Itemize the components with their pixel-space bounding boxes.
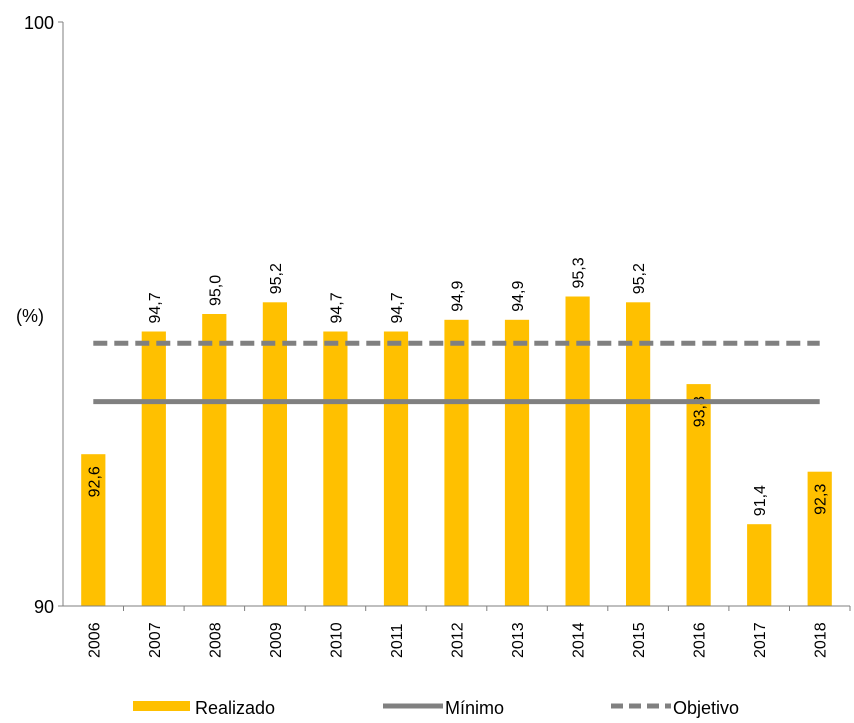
legend-label-minimo: Mínimo <box>445 698 504 718</box>
x-tick-label-2007: 2007 <box>147 622 164 658</box>
bar-value-label-2008: 95,0 <box>207 275 224 306</box>
x-tick-label-2015: 2015 <box>631 622 648 658</box>
x-tick-label-2016: 2016 <box>692 622 709 658</box>
bar-value-label-2013: 94,9 <box>510 281 527 312</box>
bar-value-label-2011: 94,7 <box>389 292 406 323</box>
bar-value-label-2014: 95,3 <box>571 257 588 288</box>
legend-label-realizado: Realizado <box>195 698 275 718</box>
legend-label-objetivo: Objetivo <box>673 698 739 718</box>
x-tick-label-2006: 2006 <box>86 622 103 658</box>
bar-value-label-2010: 94,7 <box>328 292 345 323</box>
bar-2011 <box>383 331 409 606</box>
y-tick-label-bottom: 90 <box>34 597 54 617</box>
bar-value-label-2007: 94,7 <box>147 292 164 323</box>
x-tick-label-2014: 2014 <box>571 622 588 658</box>
bar-value-label-2015: 95,2 <box>631 263 648 294</box>
x-tick-label-2012: 2012 <box>450 622 467 658</box>
bar-2014 <box>565 296 590 606</box>
bar-2017 <box>747 524 772 606</box>
bar-value-label-2006: 92,6 <box>86 466 103 497</box>
plot-area: 92,6 2006 94,7 2007 95,0 2008 95,2 2009 94,7 2010… <box>81 257 851 658</box>
bar-2015 <box>626 302 651 606</box>
bar-value-label-2012: 94,9 <box>450 281 467 312</box>
legend: Realizado Mínimo Objetivo <box>133 698 739 718</box>
bar-2006 <box>81 454 106 606</box>
x-tick-label-2018: 2018 <box>813 622 830 658</box>
y-axis-label: (%) <box>16 306 44 326</box>
bar-2008 <box>202 314 227 606</box>
bar-2013 <box>504 319 530 606</box>
bar-2007 <box>141 331 166 606</box>
x-tick-label-2011: 2011 <box>389 623 406 658</box>
legend-swatch-realizado <box>133 701 190 711</box>
x-tick-label-2017: 2017 <box>752 622 769 658</box>
y-tick-label-top: 100 <box>24 13 54 33</box>
x-tick-label-2010: 2010 <box>328 622 345 658</box>
bar-value-label-2009: 95,2 <box>268 263 285 294</box>
x-tick-label-2008: 2008 <box>207 622 224 658</box>
bar-2010 <box>323 331 348 606</box>
bar-value-label-2017: 91,4 <box>752 485 769 516</box>
bar-2009 <box>262 302 287 606</box>
axes: 100 90 (%) <box>16 13 850 617</box>
bar-2012 <box>444 319 469 606</box>
bar-2018 <box>807 471 832 606</box>
bar-value-label-2018: 92,3 <box>813 484 830 515</box>
bar-2016 <box>686 384 711 606</box>
x-tick-label-2009: 2009 <box>268 622 285 658</box>
x-tick-label-2013: 2013 <box>510 622 527 658</box>
